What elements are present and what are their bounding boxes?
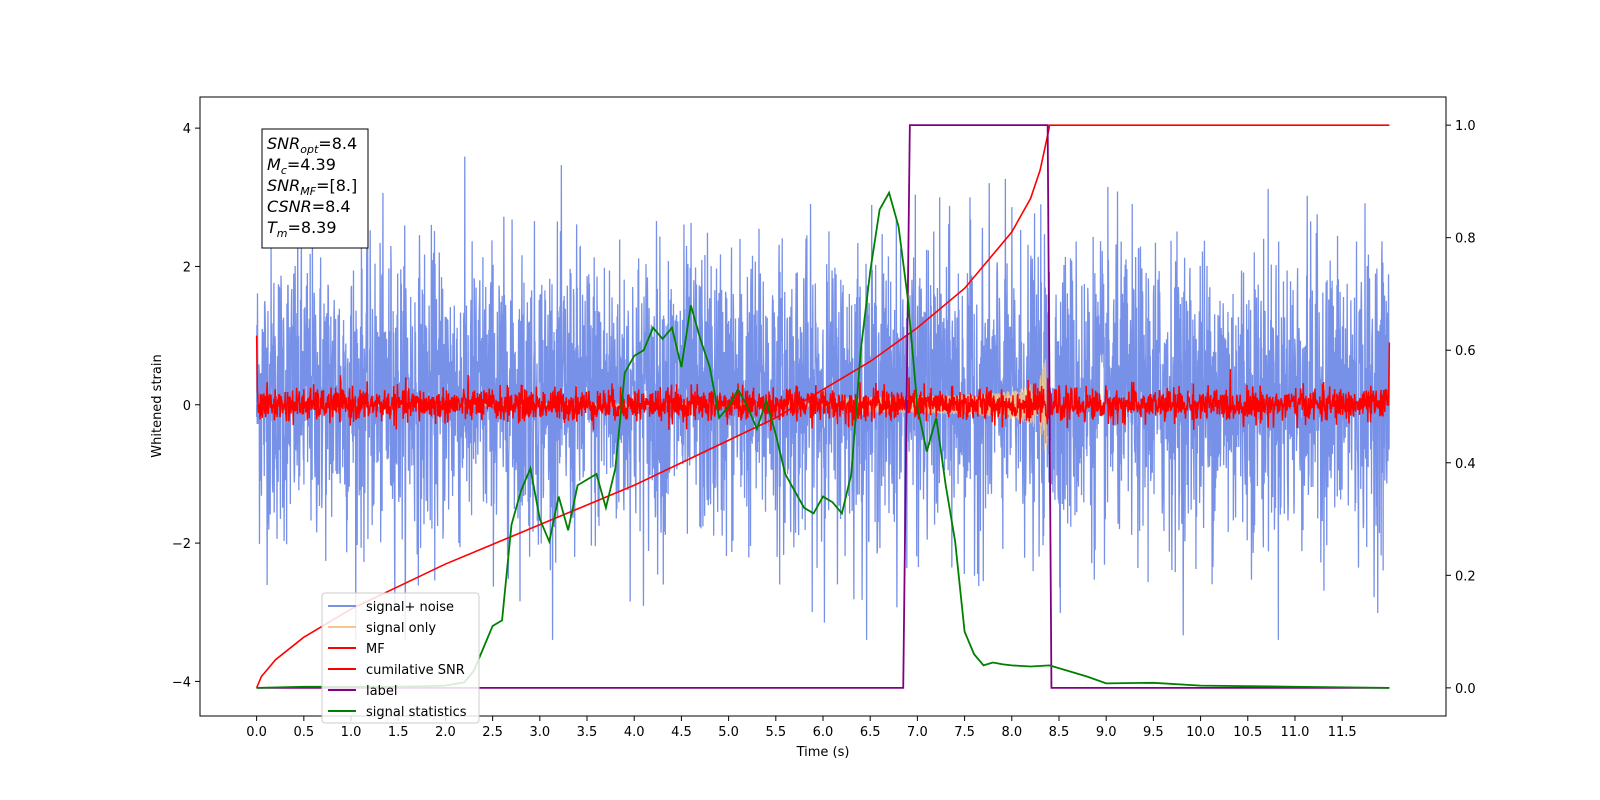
y-axis-left: 4 2 0 −2 −4 bbox=[172, 122, 200, 690]
y2-tick-label: 0.8 bbox=[1455, 232, 1476, 247]
y-axis-right: 1.0 0.8 0.6 0.4 0.2 0.0 bbox=[1446, 119, 1476, 697]
x-tick-label: 5.0 bbox=[718, 725, 739, 740]
x-tick-label: 3.5 bbox=[577, 725, 598, 740]
y2-tick-label: 0.6 bbox=[1455, 344, 1476, 359]
legend-label: label bbox=[366, 684, 397, 699]
y2-tick-label: 1.0 bbox=[1455, 119, 1476, 134]
y2-tick-label: 0.4 bbox=[1455, 457, 1476, 472]
x-tick-label: 1.0 bbox=[341, 725, 362, 740]
x-tick-label: 8.5 bbox=[1049, 725, 1070, 740]
annotation-frame bbox=[261, 128, 369, 249]
x-tick-label: 8.0 bbox=[1001, 725, 1022, 740]
x-tick-label: 10.5 bbox=[1233, 725, 1262, 740]
x-tick-label: 2.0 bbox=[435, 725, 456, 740]
y2-tick-label: 0.0 bbox=[1455, 682, 1476, 697]
series-signal-statistics bbox=[256, 190, 1390, 689]
legend-label: signal+ noise bbox=[366, 600, 454, 615]
x-tick-label: 7.5 bbox=[954, 725, 975, 740]
x-axis: 0.0 0.5 1.0 1.5 2.0 2.5 3.0 3.5 4.0 4.5 5.0 5.5 6.0 6… bbox=[246, 716, 1357, 740]
x-tick-label: 4.0 bbox=[624, 725, 645, 740]
x-tick-label: 0.0 bbox=[246, 725, 267, 740]
legend-label: MF bbox=[366, 642, 385, 657]
annotation-line: SNRopt=8.4 bbox=[267, 134, 357, 156]
legend-label: cumilative SNR bbox=[366, 663, 465, 678]
x-tick-label: 11.0 bbox=[1280, 725, 1309, 740]
x-tick-label: 4.5 bbox=[671, 725, 692, 740]
y-tick-label: 2 bbox=[183, 260, 191, 275]
y-tick-label: −4 bbox=[172, 675, 191, 690]
y-tick-label: −2 bbox=[172, 537, 191, 552]
series-label bbox=[256, 124, 1390, 689]
x-tick-label: 6.0 bbox=[813, 725, 834, 740]
legend-label: signal only bbox=[366, 621, 436, 636]
x-tick-label: 3.0 bbox=[529, 725, 550, 740]
x-axis-label: Time (s) bbox=[796, 745, 850, 760]
annotation-line: Mc=4.39 bbox=[267, 155, 336, 177]
legend-label: signal statistics bbox=[366, 705, 467, 720]
x-tick-label: 6.5 bbox=[860, 725, 881, 740]
x-tick-label: 11.5 bbox=[1328, 725, 1357, 740]
x-tick-label: 7.0 bbox=[907, 725, 928, 740]
annotation-line: SNRMF=[8.] bbox=[267, 176, 357, 198]
series-mf bbox=[255, 335, 1391, 431]
x-tick-label: 10.0 bbox=[1186, 725, 1215, 740]
y-tick-label: 4 bbox=[183, 122, 191, 137]
legend: signal+ noise signal only MF cumilative SNR… bbox=[321, 592, 480, 724]
x-tick-label: 9.5 bbox=[1143, 725, 1164, 740]
x-tick-label: 2.5 bbox=[482, 725, 503, 740]
x-tick-label: 1.5 bbox=[388, 725, 409, 740]
annotation-line: Tm=8.39 bbox=[267, 218, 337, 240]
x-tick-label: 9.0 bbox=[1096, 725, 1117, 740]
legend-frame bbox=[321, 592, 480, 724]
annotation-line: CSNR=8.4 bbox=[267, 197, 351, 216]
x-tick-label: 0.5 bbox=[293, 725, 314, 740]
y2-tick-label: 0.2 bbox=[1455, 569, 1476, 584]
y-tick-label: 0 bbox=[183, 399, 191, 414]
x-tick-label: 5.5 bbox=[765, 725, 786, 740]
y-axis-label: Whitened strain bbox=[150, 354, 165, 457]
